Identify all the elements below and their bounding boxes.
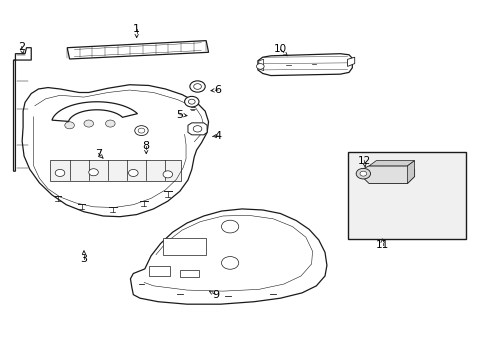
Text: 9: 9 <box>212 290 219 300</box>
Text: 7: 7 <box>95 149 102 158</box>
Polygon shape <box>407 161 414 184</box>
Circle shape <box>184 96 199 107</box>
Text: 5: 5 <box>176 110 183 120</box>
Circle shape <box>65 122 74 129</box>
Polygon shape <box>347 57 354 66</box>
Text: 11: 11 <box>375 240 388 250</box>
Text: 10: 10 <box>273 45 286 54</box>
Polygon shape <box>67 41 208 59</box>
Polygon shape <box>368 161 414 166</box>
Polygon shape <box>180 270 199 277</box>
Circle shape <box>355 168 370 179</box>
Circle shape <box>221 220 238 233</box>
Polygon shape <box>22 85 208 217</box>
Circle shape <box>256 64 264 69</box>
Polygon shape <box>163 238 206 255</box>
Circle shape <box>84 120 93 127</box>
Polygon shape <box>148 266 170 276</box>
Text: 3: 3 <box>81 255 87 264</box>
Circle shape <box>193 126 202 132</box>
Text: 6: 6 <box>214 85 221 95</box>
Polygon shape <box>130 209 326 304</box>
Text: 1: 1 <box>133 24 140 34</box>
Circle shape <box>135 126 148 136</box>
Polygon shape <box>187 123 207 135</box>
Circle shape <box>188 99 195 104</box>
Circle shape <box>128 170 138 176</box>
Polygon shape <box>14 48 31 171</box>
Polygon shape <box>257 54 351 76</box>
Polygon shape <box>50 159 181 181</box>
Circle shape <box>163 171 172 178</box>
Text: 8: 8 <box>142 141 149 152</box>
Bar <box>347 152 466 239</box>
Circle shape <box>221 257 238 269</box>
Circle shape <box>359 171 366 176</box>
Text: 12: 12 <box>357 156 370 166</box>
Polygon shape <box>361 166 414 184</box>
Circle shape <box>55 170 65 176</box>
Polygon shape <box>258 59 263 71</box>
Text: 4: 4 <box>214 131 221 141</box>
Circle shape <box>189 81 205 92</box>
Circle shape <box>193 84 201 89</box>
Circle shape <box>89 169 98 176</box>
Polygon shape <box>52 102 137 121</box>
Circle shape <box>138 128 144 133</box>
Circle shape <box>105 120 115 127</box>
Text: 2: 2 <box>18 42 25 51</box>
